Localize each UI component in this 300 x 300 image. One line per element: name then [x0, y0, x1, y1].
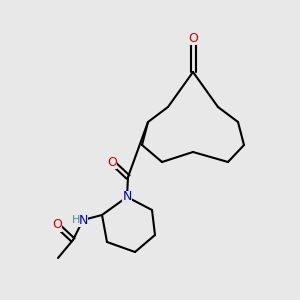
Text: N: N: [78, 214, 88, 226]
Text: O: O: [107, 155, 117, 169]
Text: O: O: [52, 218, 62, 232]
Text: H: H: [72, 215, 80, 225]
Text: N: N: [122, 190, 132, 203]
Text: O: O: [188, 32, 198, 44]
